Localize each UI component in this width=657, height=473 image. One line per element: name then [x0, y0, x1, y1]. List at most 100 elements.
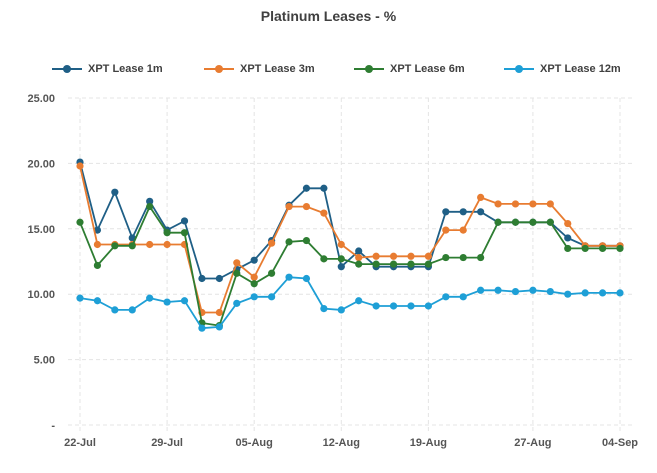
data-point — [250, 273, 258, 281]
data-point — [529, 286, 537, 294]
legend-item-lease-3m: XPT Lease 3m — [204, 60, 315, 78]
data-point — [424, 260, 432, 268]
data-point — [564, 219, 572, 228]
y-tick-label: 10.00 — [27, 289, 55, 301]
y-tick-label: 15.00 — [27, 224, 55, 236]
data-point — [180, 229, 189, 237]
data-point — [180, 217, 189, 225]
data-point — [198, 324, 206, 332]
data-point — [285, 238, 293, 246]
data-point — [250, 256, 258, 264]
data-point — [459, 293, 467, 301]
series-xpt-lease-6m — [76, 202, 624, 330]
data-point — [494, 200, 502, 208]
data-point — [389, 260, 398, 268]
data-point — [302, 184, 311, 192]
data-point — [111, 242, 119, 250]
data-point — [233, 269, 241, 277]
data-point — [529, 218, 537, 226]
data-point — [407, 252, 415, 260]
series-xpt-lease-12m — [76, 273, 624, 332]
data-point — [146, 240, 154, 249]
data-point — [93, 240, 102, 249]
data-point — [529, 200, 537, 208]
data-point — [320, 255, 328, 263]
data-point — [355, 297, 363, 305]
data-point — [76, 294, 84, 302]
data-point — [250, 293, 258, 301]
data-point — [215, 323, 223, 331]
x-tick-label: 22-Jul — [64, 437, 96, 449]
data-point — [581, 289, 589, 297]
data-point — [250, 280, 258, 288]
data-point — [477, 253, 485, 262]
data-point — [494, 286, 502, 294]
data-point — [598, 289, 607, 297]
data-point — [93, 226, 102, 234]
data-point — [494, 218, 502, 226]
data-point — [477, 286, 485, 294]
data-point — [442, 293, 450, 301]
series-xpt-lease-3m — [76, 162, 624, 317]
data-point — [389, 302, 398, 310]
y-tick-label: 20.00 — [27, 158, 55, 170]
data-point — [459, 253, 467, 262]
data-point — [355, 253, 363, 262]
series-group — [76, 158, 624, 332]
data-point — [355, 247, 363, 255]
data-point — [285, 202, 293, 211]
data-point — [511, 200, 520, 208]
data-point — [477, 193, 485, 202]
y-tick-label: 5.00 — [34, 355, 55, 367]
data-point — [302, 236, 311, 245]
data-point — [215, 274, 223, 283]
data-point — [128, 242, 136, 250]
data-point — [546, 200, 554, 208]
data-point — [111, 188, 119, 196]
legend-item-lease-6m: XPT Lease 6m — [354, 60, 465, 78]
data-point — [215, 308, 223, 317]
data-point — [477, 208, 485, 216]
data-point — [442, 208, 450, 216]
data-point — [564, 244, 572, 253]
legend: XPT Lease 1m XPT Lease 3m XPT Lease 6m X… — [52, 60, 632, 78]
data-point — [128, 306, 136, 314]
legend-label-lease-12m: XPT Lease 12m — [540, 63, 621, 75]
data-point — [111, 306, 119, 314]
legend-swatch-lease-12m — [504, 65, 534, 73]
legend-label-lease-1m: XPT Lease 1m — [88, 63, 163, 75]
data-point — [424, 252, 432, 260]
gridlines — [68, 97, 632, 431]
data-point — [372, 302, 380, 310]
data-point — [163, 298, 171, 306]
data-point — [76, 162, 84, 170]
legend-label-lease-3m: XPT Lease 3m — [240, 63, 315, 75]
x-axis-ticks: 22-Jul 29-Jul 05-Aug 12-Aug 19-Aug 27-Aug 04-S… — [64, 437, 638, 449]
data-point — [233, 299, 241, 307]
y-tick-label: - — [51, 420, 55, 432]
y-tick-label: 25.00 — [27, 93, 55, 105]
data-point — [337, 306, 345, 314]
data-point — [146, 197, 154, 205]
legend-swatch-lease-3m — [204, 65, 234, 73]
data-point — [407, 302, 415, 310]
data-point — [372, 260, 380, 268]
data-point — [546, 218, 554, 226]
data-point — [146, 294, 154, 302]
legend-item-lease-1m: XPT Lease 1m — [52, 60, 163, 78]
x-tick-label: 04-Sep — [602, 437, 638, 449]
data-point — [163, 229, 171, 237]
legend-swatch-lease-1m — [52, 65, 82, 73]
data-point — [146, 202, 154, 211]
data-point — [407, 260, 415, 268]
data-point — [320, 304, 328, 313]
x-tick-label: 29-Jul — [151, 437, 183, 449]
x-tick-label: 27-Aug — [514, 437, 551, 449]
legend-label-lease-6m: XPT Lease 6m — [390, 63, 465, 75]
x-tick-label: 12-Aug — [323, 437, 360, 449]
x-tick-label: 05-Aug — [236, 437, 273, 449]
legend-item-lease-12m: XPT Lease 12m — [504, 60, 621, 78]
data-point — [546, 287, 554, 296]
data-point — [581, 244, 589, 253]
data-point — [337, 263, 345, 271]
